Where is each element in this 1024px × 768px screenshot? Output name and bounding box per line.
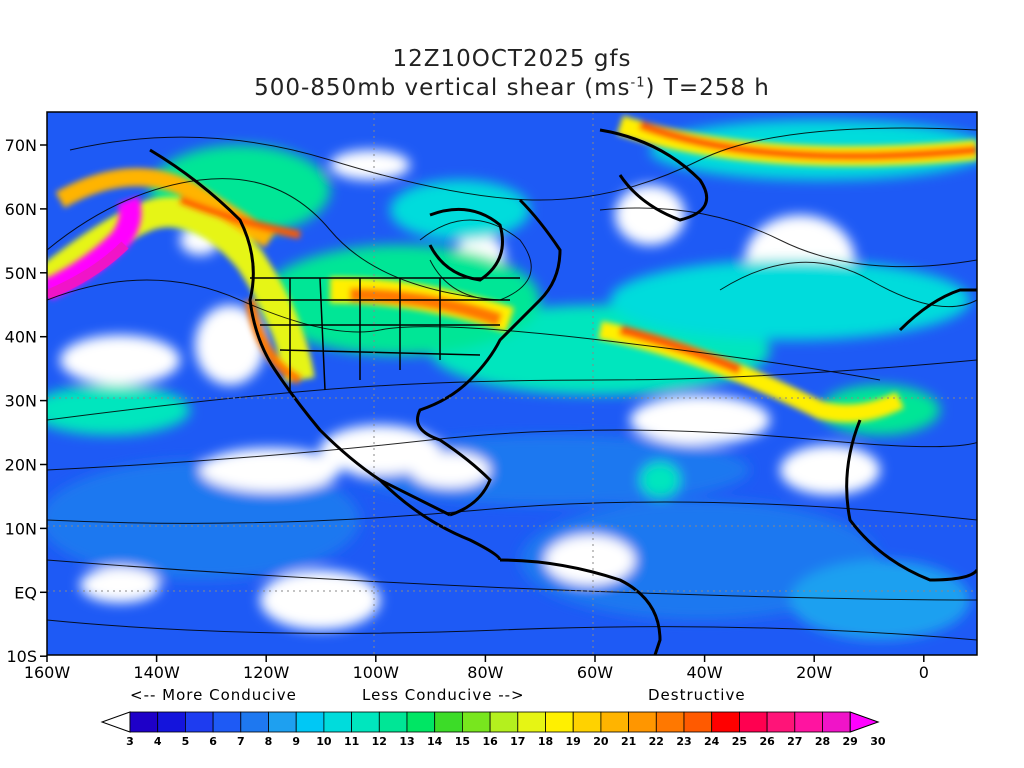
colorbar-swatch: [766, 711, 796, 733]
colorbar-tick-label: 3: [126, 735, 134, 748]
latitude-axis: 70N 60N 50N 40N 30N 20N 10N EQ 10S: [5, 136, 47, 666]
colorbar-swatch: [822, 711, 851, 733]
lat-tick-label: 40N: [5, 328, 37, 347]
lon-tick-label: 60W: [577, 663, 613, 682]
lon-tick-label: 100W: [353, 663, 400, 682]
coastlines: [149, 128, 977, 655]
lat-tick-label: 50N: [5, 264, 37, 283]
map-frame: [46, 111, 978, 656]
colorbar-swatch: [517, 711, 546, 733]
colorbar: 3 4 5 6 7 8 9 10 11 12 13 14 15 16 17 18 19 20 21 22 23 24 25 2…: [100, 711, 886, 748]
caption-destructive: Destructive: [648, 686, 746, 704]
colorbar-swatch: [351, 711, 380, 733]
colorbar-tick-label: 14: [427, 735, 443, 748]
colorbar-tick-label: 17: [510, 735, 525, 748]
lat-tick-label: 10N: [5, 519, 37, 538]
colorbar-swatch: [655, 711, 685, 733]
shear-field: [47, 112, 977, 655]
colorbar-swatch: [323, 711, 352, 733]
colorbar-right-arrow: [849, 711, 880, 733]
colorbar-tick-label: 6: [209, 735, 217, 748]
map-title: 12Z10OCT2025 gfs: [392, 46, 632, 72]
colorbar-swatch: [683, 711, 713, 733]
colorbar-tick-label: 12: [372, 735, 387, 748]
colorbar-swatch: [434, 711, 463, 733]
caption-less-conducive: Less Conducive -->: [362, 686, 525, 704]
colorbar-tick-label: 10: [316, 735, 332, 748]
colorbar-swatch: [489, 711, 519, 733]
colorbar-tick-label: 29: [843, 735, 858, 748]
colorbar-tick-label: 9: [292, 735, 300, 748]
colorbar-tick-label: 30: [870, 735, 886, 748]
colorbar-tick-label: 24: [704, 735, 720, 748]
colorbar-tick-label: 21: [621, 735, 636, 748]
colorbar-tick-label: 20: [593, 735, 609, 748]
lon-tick-label: 20W: [796, 663, 832, 682]
colorbar-tick-label: 11: [344, 735, 359, 748]
subtitle-exponent: -1: [630, 75, 646, 91]
colorbar-swatch: [378, 711, 408, 733]
lon-tick-label: 80W: [467, 663, 503, 682]
colorbar-tick-label: 5: [182, 735, 190, 748]
colorbar-tick-label: 26: [759, 735, 775, 748]
colorbar-tick-label: 22: [649, 735, 664, 748]
lon-tick-label: 0: [919, 663, 929, 682]
lat-tick-label: 30N: [5, 392, 37, 411]
colorbar-swatch: [572, 711, 602, 733]
subtitle-prefix: 500-850mb vertical shear (ms: [254, 75, 631, 101]
subtitle-suffix: ) T=258 h: [645, 75, 770, 101]
map-subtitle: 500-850mb vertical shear (ms-1) T=258 h: [0, 75, 1024, 101]
caption-more-conducive: <-- More Conducive: [130, 686, 297, 704]
colorbar-swatch: [295, 711, 325, 733]
colorbar-swatch: [600, 711, 630, 733]
colorbar-tick-label: 4: [154, 735, 162, 748]
lat-tick-label: EQ: [14, 583, 37, 602]
lat-tick-label: 10S: [6, 647, 37, 666]
colorbar-swatch: [739, 711, 768, 733]
colorbar-swatch: [461, 711, 491, 733]
lat-tick-label: 60N: [5, 200, 37, 219]
colorbar-tick-label: 27: [787, 735, 802, 748]
colorbar-swatch: [628, 711, 657, 733]
lat-tick-label: 70N: [5, 136, 37, 155]
colorbar-swatch: [157, 711, 186, 733]
lon-tick-label: 120W: [243, 663, 290, 682]
colorbar-tick-label: 23: [676, 735, 691, 748]
colorbar-tick-label: 19: [566, 735, 581, 748]
colorbar-tick-label: 25: [732, 735, 747, 748]
colorbar-swatch: [129, 711, 159, 733]
colorbar-swatch: [212, 711, 242, 733]
lon-tick-label: 140W: [133, 663, 180, 682]
colorbar-swatch: [794, 711, 823, 733]
colorbar-swatch: [545, 711, 574, 733]
lat-tick-label: 20N: [5, 456, 37, 475]
lon-tick-label: 160W: [24, 663, 71, 682]
colorbar-tick-label: 15: [455, 735, 470, 748]
colorbar-swatch: [268, 711, 297, 733]
colorbar-tick-label: 16: [482, 735, 498, 748]
colorbar-swatch: [711, 711, 740, 733]
colorbar-swatch: [184, 711, 214, 733]
longitude-axis: 160W 140W 120W 100W 80W 60W 40W 20W 0: [24, 655, 929, 682]
colorbar-tick-label: 18: [538, 735, 553, 748]
colorbar-swatch: [240, 711, 269, 733]
colorbar-left-arrow: [100, 711, 131, 733]
colorbar-tick-label: 7: [237, 735, 245, 748]
colorbar-swatch: [406, 711, 436, 733]
colorbar-tick-label: 28: [815, 735, 830, 748]
colorbar-tick-label: 8: [265, 735, 273, 748]
lon-tick-label: 40W: [687, 663, 723, 682]
colorbar-tick-label: 13: [399, 735, 414, 748]
